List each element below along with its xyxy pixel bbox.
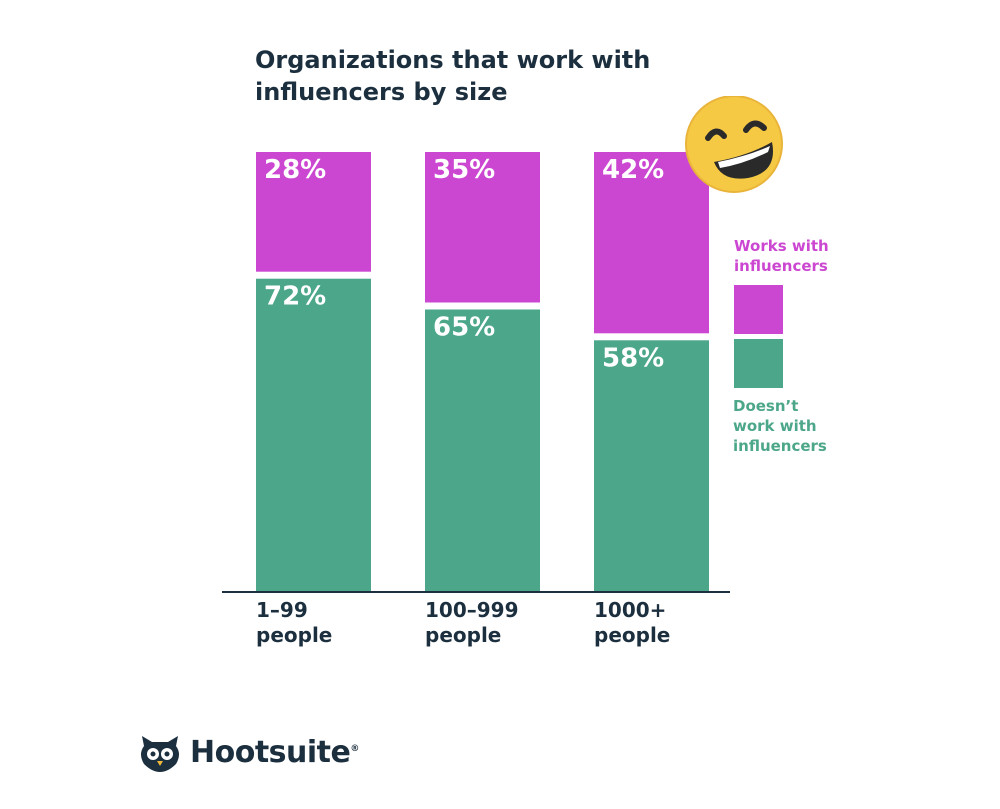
data-label-works-1: 28%: [264, 155, 326, 185]
legend-swatch-doesnt: [734, 339, 783, 388]
data-label-works-3: 42%: [602, 155, 664, 185]
bar-doesnt-1: [256, 278, 371, 592]
x-tick-label-1: 1–99 people: [256, 598, 333, 647]
bar-works-1: [256, 152, 371, 272]
grinning-face-emoji-icon: [685, 96, 783, 193]
x-tick-label-3: 1000+ people: [594, 598, 671, 647]
data-label-doesnt-2: 65%: [433, 313, 495, 343]
legend-label-works: Works with influencers: [734, 237, 829, 275]
legend-label-doesnt: Doesn’t work with influencers: [733, 397, 827, 455]
hootsuite-logo: Hootsuite®: [138, 732, 359, 772]
data-label-doesnt-1: 72%: [264, 282, 326, 312]
data-label-works-2: 35%: [433, 155, 495, 185]
chart-title: Organizations that work with influencers…: [255, 46, 651, 106]
legend-swatch-works: [734, 285, 783, 334]
owl-icon: [141, 736, 179, 772]
bar-doesnt-2: [425, 309, 540, 592]
bar-works-2: [425, 152, 540, 303]
brand-name: Hootsuite®: [190, 734, 359, 770]
bar-works-3: [594, 152, 709, 334]
bar-doesnt-3: [594, 340, 709, 592]
data-label-doesnt-3: 58%: [602, 343, 664, 373]
x-tick-label-2: 100–999 people: [425, 598, 519, 647]
